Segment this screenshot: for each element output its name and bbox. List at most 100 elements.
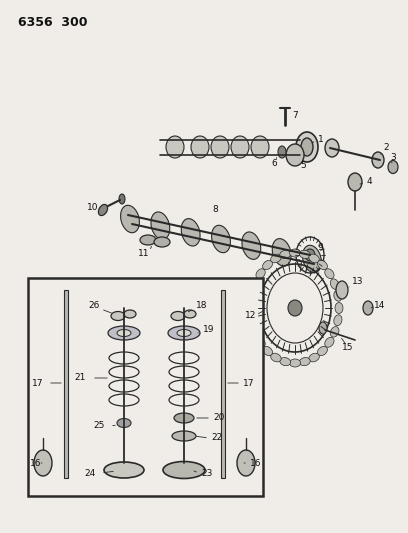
Ellipse shape (212, 225, 231, 253)
Ellipse shape (119, 194, 125, 204)
Text: 11: 11 (138, 248, 149, 257)
Ellipse shape (172, 431, 196, 441)
Ellipse shape (334, 315, 342, 326)
Text: 4: 4 (367, 177, 373, 187)
Ellipse shape (272, 239, 291, 266)
Text: 7: 7 (292, 110, 298, 119)
Ellipse shape (271, 353, 281, 362)
Ellipse shape (286, 144, 304, 166)
Ellipse shape (140, 235, 156, 245)
Ellipse shape (121, 205, 140, 233)
Ellipse shape (278, 146, 286, 158)
Bar (221, 290, 225, 478)
Text: 24: 24 (84, 469, 95, 478)
Ellipse shape (151, 212, 170, 239)
Ellipse shape (348, 173, 362, 191)
Ellipse shape (237, 450, 255, 476)
Ellipse shape (309, 254, 319, 263)
Text: 21: 21 (74, 374, 85, 383)
Text: 3: 3 (390, 152, 396, 161)
Ellipse shape (335, 303, 343, 313)
Text: 18: 18 (196, 302, 208, 311)
Ellipse shape (181, 219, 200, 246)
Ellipse shape (251, 136, 269, 158)
Ellipse shape (330, 279, 339, 289)
Ellipse shape (34, 450, 52, 476)
Ellipse shape (177, 329, 191, 336)
Ellipse shape (317, 346, 327, 356)
Ellipse shape (248, 290, 256, 301)
Text: 9: 9 (317, 244, 323, 253)
Ellipse shape (336, 281, 348, 299)
Bar (28, 278, 263, 496)
Ellipse shape (330, 327, 339, 337)
Ellipse shape (191, 136, 209, 158)
Text: 2: 2 (383, 143, 389, 152)
Ellipse shape (280, 358, 290, 366)
Ellipse shape (299, 251, 310, 259)
Ellipse shape (166, 136, 184, 158)
Ellipse shape (256, 337, 265, 348)
Text: 6356  300: 6356 300 (18, 15, 87, 28)
Text: 8: 8 (212, 206, 218, 214)
Ellipse shape (117, 329, 131, 336)
Ellipse shape (184, 310, 196, 318)
Text: 20: 20 (213, 414, 224, 423)
Text: 22: 22 (211, 433, 222, 442)
Ellipse shape (171, 311, 185, 320)
Ellipse shape (325, 269, 334, 279)
Ellipse shape (305, 249, 315, 261)
Ellipse shape (325, 139, 339, 157)
Ellipse shape (242, 232, 261, 260)
Text: 13: 13 (352, 278, 364, 287)
Ellipse shape (280, 251, 290, 259)
Ellipse shape (98, 205, 108, 215)
Ellipse shape (163, 462, 205, 479)
Ellipse shape (290, 359, 301, 367)
Text: 16: 16 (30, 458, 42, 467)
Ellipse shape (263, 260, 273, 270)
Text: 14: 14 (374, 301, 386, 310)
Ellipse shape (388, 160, 398, 174)
Ellipse shape (299, 358, 310, 366)
Ellipse shape (117, 418, 131, 427)
Ellipse shape (251, 327, 259, 337)
Ellipse shape (248, 315, 256, 326)
Ellipse shape (231, 136, 249, 158)
Text: 25: 25 (93, 422, 104, 431)
Text: 5: 5 (300, 160, 306, 169)
Text: 16: 16 (250, 458, 262, 467)
Text: 26: 26 (88, 302, 100, 311)
Text: 19: 19 (203, 326, 215, 335)
Ellipse shape (104, 462, 144, 478)
Ellipse shape (211, 136, 229, 158)
Ellipse shape (263, 346, 273, 356)
Text: 17: 17 (243, 378, 255, 387)
Ellipse shape (174, 413, 194, 423)
Ellipse shape (271, 254, 281, 263)
Ellipse shape (111, 311, 125, 320)
Ellipse shape (247, 303, 255, 313)
Ellipse shape (296, 132, 318, 162)
Ellipse shape (334, 290, 342, 301)
Ellipse shape (256, 269, 265, 279)
Ellipse shape (363, 301, 373, 315)
Ellipse shape (108, 326, 140, 340)
Ellipse shape (288, 300, 302, 316)
Ellipse shape (303, 245, 322, 273)
Ellipse shape (290, 249, 301, 257)
Ellipse shape (124, 310, 136, 318)
Text: 10: 10 (87, 204, 98, 213)
Ellipse shape (168, 326, 200, 340)
Ellipse shape (301, 138, 313, 156)
Text: 6: 6 (271, 158, 277, 167)
Ellipse shape (372, 152, 384, 168)
Text: 1: 1 (318, 135, 324, 144)
Ellipse shape (309, 353, 319, 362)
Ellipse shape (317, 260, 327, 270)
Bar (64, 290, 68, 478)
Text: 15: 15 (342, 343, 353, 352)
Text: 23: 23 (201, 469, 213, 478)
Text: 12: 12 (245, 311, 256, 319)
Ellipse shape (154, 237, 170, 247)
